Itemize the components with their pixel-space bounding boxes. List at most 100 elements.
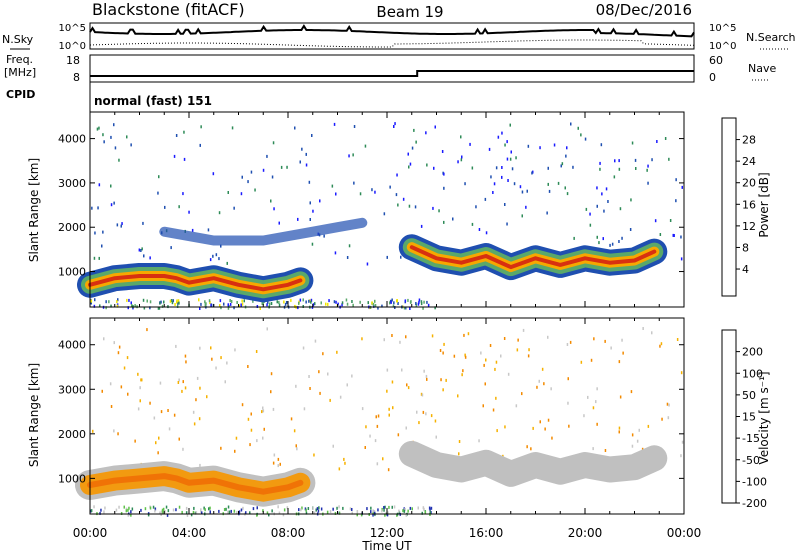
velocity-speckle (388, 505, 390, 509)
power-scatter-point (510, 150, 512, 154)
velocity-scatter-point (126, 356, 129, 360)
velocity-speckle (203, 506, 205, 510)
power-scatter-point (585, 207, 588, 211)
power-scatter-point (407, 152, 409, 156)
velocity-scatter-point (517, 338, 519, 342)
power-scatter-point (96, 127, 99, 131)
velocity-speckle (429, 510, 431, 514)
velocity-scatter-point (110, 405, 113, 408)
power-scatter-point (680, 257, 683, 261)
power-scatter-point (297, 217, 299, 221)
velocity-axes: 1000 2000 3000 4000 (58, 318, 685, 514)
velocity-colorbar-tick-label: 15 (742, 411, 756, 424)
velocity-scatter-point (113, 341, 115, 345)
velocity-scatter-point (193, 422, 196, 426)
power-scatter-point (598, 241, 600, 245)
power-scatter-point (233, 206, 235, 210)
velocity-scatter-point (262, 406, 264, 410)
velocity-scatter-point (383, 338, 385, 342)
velocity-speckle (90, 509, 92, 513)
velocity-speckle (318, 506, 320, 510)
velocity-scatter-point (610, 346, 612, 350)
velocity-speckle (342, 506, 344, 510)
power-speckle (341, 301, 344, 305)
velocity-scatter-point (621, 338, 623, 342)
velocity-scatter-point (123, 366, 126, 370)
velocity-colorbar-tick-label: -15 (742, 432, 760, 445)
time-tick-label: 00:00 (667, 526, 702, 540)
power-scatter-point (557, 181, 560, 185)
power-scatter-point (352, 153, 354, 157)
power-scatter-point (493, 182, 496, 186)
power-scatter-point (278, 221, 280, 225)
power-scatter-point (366, 262, 369, 266)
power-scatter-point (188, 210, 190, 214)
power-speckle (160, 300, 162, 304)
power-scatter-point (656, 140, 658, 143)
power-speckle (219, 304, 221, 307)
power-speckle (204, 303, 207, 307)
power-scatter-point (120, 224, 122, 228)
velocity-speckle (201, 511, 203, 515)
velocity-scatter-point (667, 416, 670, 420)
power-scatter-point (443, 172, 445, 176)
power-scatter-point (393, 125, 395, 128)
velocity-speckle (204, 508, 206, 512)
velocity-speckle (277, 505, 279, 509)
velocity-scatter-point (636, 439, 639, 443)
power-scatter-point (519, 185, 522, 189)
power-scatter-point (353, 125, 356, 128)
velocity-scatter-point (329, 398, 331, 402)
power-scatter-point (271, 175, 274, 179)
velocity-speckle (356, 510, 359, 513)
velocity-speckle (372, 513, 374, 517)
velocity-scatter-point (293, 429, 296, 433)
velocity-scatter-point (120, 385, 123, 389)
velocity-speckle (384, 505, 386, 509)
velocity-scatter-point (604, 449, 607, 452)
power-axes: 1000 2000 3000 4000 (58, 112, 685, 307)
velocity-scatter-point (261, 410, 263, 414)
power-scatter-point (102, 230, 104, 234)
velocity-scatter-point (308, 375, 310, 378)
power-scatter-point (507, 179, 509, 182)
velocity-scatter-point (361, 337, 363, 341)
velocity-scatter-point (593, 337, 595, 341)
velocity-scatter-point (234, 348, 236, 352)
velocity-scatter-point (338, 467, 341, 471)
power-speckle (110, 304, 112, 308)
power-speckle (171, 301, 174, 305)
power-speckle (230, 300, 233, 303)
velocity-speckle (100, 508, 102, 512)
velocity-speckle (166, 513, 169, 517)
velocity-scatter-point (273, 453, 276, 457)
velocity-colorbar-tick-label: 100 (742, 367, 763, 380)
velocity-speckle (227, 505, 230, 509)
velocity-speckle (252, 507, 255, 511)
power-speckle (351, 300, 353, 303)
power-speckle (176, 299, 178, 303)
velocity-scatter-point (434, 419, 437, 423)
power-speckle (377, 306, 379, 310)
velocity-speckle (161, 508, 164, 512)
velocity-scatter-point (103, 337, 105, 341)
velocity-scatter-point (457, 394, 459, 398)
time-tick-label: 00:00 (73, 526, 108, 540)
power-speckle (209, 301, 211, 305)
power-scatter-point (457, 160, 459, 164)
velocity-speckle (167, 509, 170, 513)
velocity-speckle (403, 509, 406, 513)
power-scatter-point (497, 135, 500, 139)
power-speckle (238, 304, 240, 308)
power-scatter-point (411, 146, 414, 150)
velocity-scatter-point (211, 357, 213, 361)
nave-label: Nave (748, 62, 776, 75)
velocity-scatter-point (314, 339, 317, 343)
power-scatter-point (312, 209, 314, 213)
velocity-scatter-point (149, 401, 151, 405)
velocity-scatter-point (407, 386, 410, 390)
power-speckle (427, 303, 430, 307)
power-scatter-point (547, 182, 549, 186)
velocity-speckle (249, 511, 251, 515)
velocity-scatter-point (618, 360, 621, 364)
